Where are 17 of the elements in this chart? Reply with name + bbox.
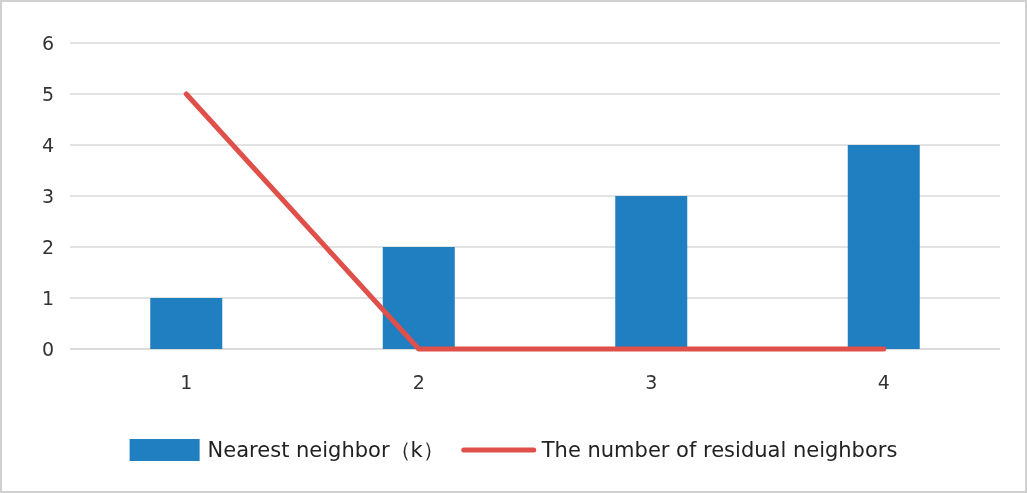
y-tick-label: 6 — [41, 32, 55, 54]
legend-label: The number of residual neighbors — [540, 438, 898, 462]
bar — [150, 298, 223, 349]
y-tick-label: 0 — [41, 338, 55, 360]
bar — [382, 247, 455, 349]
y-tick-label: 2 — [41, 236, 55, 258]
y-tick-label: 1 — [41, 287, 55, 309]
bar — [615, 196, 688, 349]
x-tick-label: 1 — [180, 371, 193, 393]
legend-label: Nearest neighbor（k） — [207, 438, 444, 462]
x-tick-label: 2 — [412, 371, 425, 393]
x-tick-label: 3 — [645, 371, 658, 393]
bar — [847, 145, 920, 349]
y-tick-label: 5 — [41, 83, 55, 105]
y-tick-label: 4 — [41, 134, 55, 156]
y-tick-label: 3 — [41, 185, 55, 207]
x-tick-label: 4 — [877, 371, 890, 393]
